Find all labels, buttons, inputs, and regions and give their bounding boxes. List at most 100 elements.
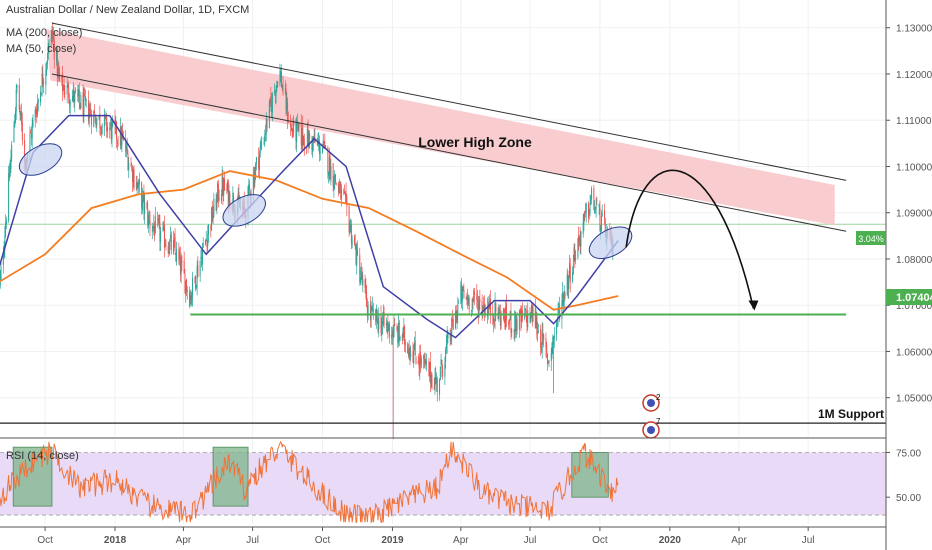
price-tags: 3.04% 1.07404 [856, 231, 932, 305]
price-tick-label-3: 1.10000 [896, 162, 932, 173]
candle-body-527 [558, 306, 560, 308]
time-tick-label-10: Apr [731, 535, 747, 546]
candle-body-561 [594, 207, 596, 210]
candle-body-467 [494, 300, 496, 321]
candle-body-213 [223, 178, 225, 191]
candle-body-539 [572, 272, 574, 282]
candle-body-91 [94, 114, 96, 123]
candle-body-31 [30, 133, 32, 139]
candle-body-344 [364, 279, 366, 288]
candle-body-510 [540, 345, 542, 351]
candle-body-497 [526, 315, 528, 327]
candle-body-405 [429, 362, 431, 375]
candle-body-368 [388, 323, 390, 337]
candle-body-220 [232, 192, 234, 210]
overlays [0, 22, 886, 439]
candle-body-266 [280, 71, 282, 87]
candle-body-121 [126, 147, 128, 153]
candle-body-556 [589, 203, 591, 214]
candle-body-306 [323, 142, 325, 144]
candle-body-147 [154, 226, 156, 237]
candle-body-460 [487, 304, 489, 315]
candle-body-67 [68, 99, 70, 105]
candle-body-509 [540, 329, 542, 348]
candle-body-364 [385, 323, 387, 326]
candle-body-397 [420, 351, 422, 364]
candle-body-365 [386, 323, 388, 326]
candle-body-17 [15, 89, 17, 112]
candle-body-200 [211, 207, 213, 231]
candle-body-50 [51, 30, 53, 38]
candle-body-498 [527, 310, 529, 328]
candle-body-474 [502, 308, 504, 315]
candle-body-90 [94, 111, 96, 114]
candle-body-83 [85, 98, 87, 101]
candle-body-154 [162, 226, 164, 231]
candle-body-439 [465, 297, 467, 299]
candle-body-106 [110, 122, 112, 139]
candle-body-92 [95, 123, 97, 128]
candle-body-516 [546, 353, 548, 364]
candle-body-409 [433, 386, 435, 389]
candle-body-38 [37, 99, 39, 103]
candle-body-564 [598, 204, 600, 207]
candle-body-543 [575, 257, 577, 261]
candle-body-120 [125, 144, 127, 150]
candle-body-32 [31, 124, 33, 139]
candle-body-275 [290, 128, 292, 130]
candle-body-330 [349, 227, 351, 234]
candle-body-473 [500, 315, 502, 326]
ma50-legend: MA (50, close) [6, 43, 77, 55]
candle-body-505 [535, 316, 537, 329]
price-tag-bg [886, 289, 932, 305]
candle-body-562 [595, 205, 597, 210]
candle-body-80 [83, 94, 85, 115]
candle-body-97 [100, 129, 102, 134]
candle-body-319 [337, 183, 339, 192]
candle-body-41 [41, 73, 43, 94]
candle-body-151 [158, 221, 160, 222]
candle-body-480 [508, 319, 510, 324]
projection-arrow [625, 169, 755, 309]
candle-body-413 [436, 379, 438, 392]
candle-body-55 [56, 48, 58, 77]
candle-body-537 [569, 263, 571, 277]
candle-body-255 [269, 98, 271, 103]
candle-body-363 [383, 312, 385, 324]
moving-averages [0, 114, 619, 339]
time-tick-label-3: Jul [246, 535, 259, 546]
candle-body-547 [579, 236, 581, 246]
candle-body-14 [13, 125, 15, 143]
candle-body-346 [366, 291, 368, 308]
candle-body-8 [5, 220, 7, 224]
candle-body-152 [159, 221, 161, 242]
candle-body-528 [559, 306, 561, 320]
candle-body-187 [196, 266, 198, 288]
candle-body-444 [470, 309, 472, 312]
candle-body-554 [588, 203, 590, 218]
candle-body-565 [599, 207, 601, 231]
candle-body-359 [380, 315, 382, 333]
candle-body-157 [164, 245, 166, 247]
ma200-legend: MA (200, close) [6, 27, 83, 39]
candle-body-95 [99, 114, 101, 128]
candle-body-293 [309, 133, 311, 140]
candle-body-437 [462, 289, 464, 291]
candle-body-345 [365, 285, 367, 292]
candle-body-314 [332, 163, 334, 187]
candle-body-288 [303, 138, 305, 149]
candle-body-386 [408, 349, 410, 357]
candle-body-436 [461, 286, 463, 301]
ma50-line [0, 114, 619, 339]
candle-body-263 [277, 81, 279, 87]
candle-body-65 [67, 84, 69, 88]
candle-body-197 [207, 233, 209, 247]
candle-body-366 [387, 322, 389, 331]
candle-body-246 [259, 146, 261, 154]
candle-body-100 [104, 115, 106, 118]
candle-body-123 [128, 162, 130, 170]
candle-body-412 [436, 377, 438, 384]
candle-body-278 [293, 119, 295, 133]
candle-body-430 [455, 312, 457, 323]
